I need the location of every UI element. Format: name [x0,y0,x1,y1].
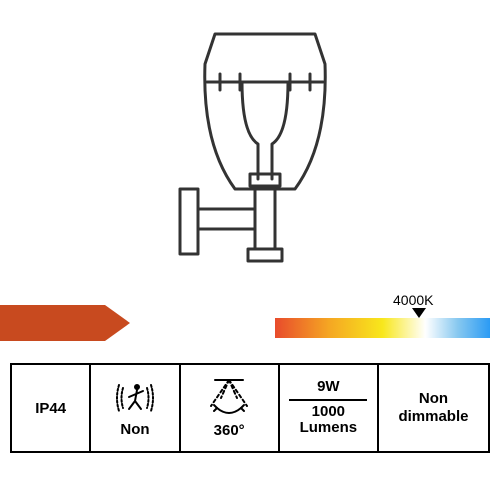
color-temperature-scale: 4000K [275,292,490,352]
color-temp-label: 4000K [393,292,433,308]
color-temp-gradient [275,318,490,338]
beam-angle-icon [201,378,257,418]
lumens-unit: Lumens [300,420,358,437]
lamp-outline-diagram [150,24,350,284]
dimmable-line1: Non [419,390,448,408]
beam-angle-label: 360° [214,422,245,439]
spec-sensor-cell: Non [91,365,180,451]
motion-sensor-icon [113,379,157,417]
lumens-value: 1000 [312,404,345,421]
spec-dimmable-cell: Non dimmable [379,365,488,451]
dimmable-line2: dimmable [398,408,468,426]
spec-table: IP44 Non [10,363,490,453]
spec-ip-cell: IP44 [12,365,91,451]
spec-angle-cell: 360° [181,365,280,451]
color-temp-marker [412,308,426,318]
arrow-ribbon [0,305,130,341]
sensor-label: Non [120,421,149,438]
power-value: 9W [317,379,340,396]
ip-rating-value: IP44 [35,400,66,417]
lumens-divider [289,399,367,401]
spec-lumens-cell: 9W 1000 Lumens [280,365,379,451]
